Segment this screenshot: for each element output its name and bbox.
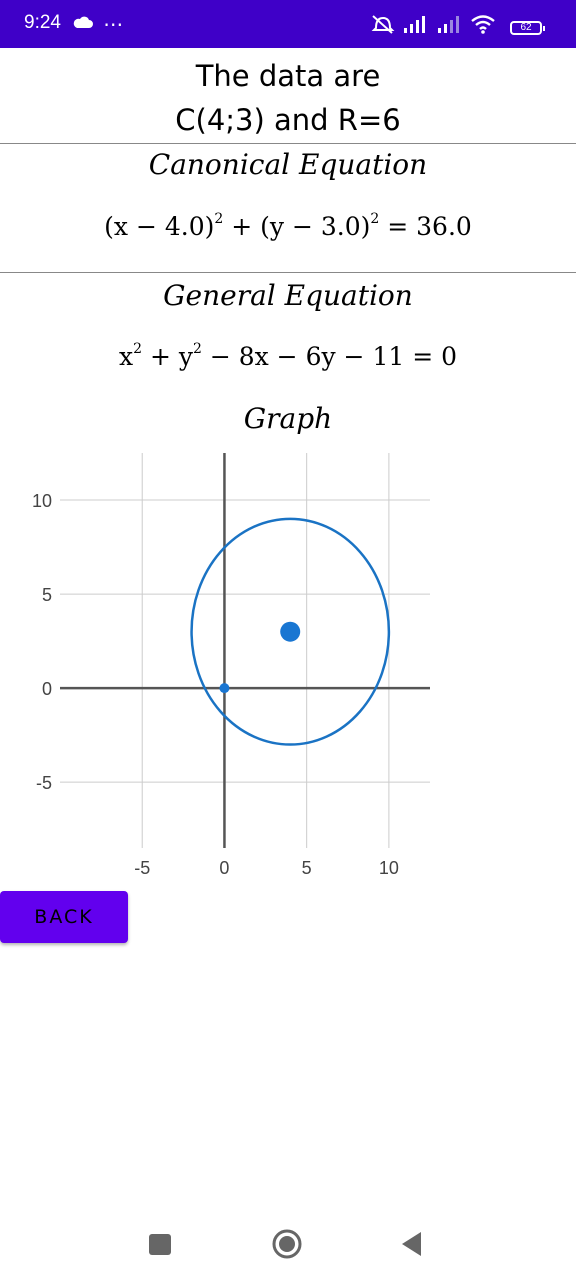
data-header: The data are C(4;3) and R=6	[0, 48, 576, 144]
cloud-icon	[73, 16, 93, 28]
canonical-exp-2: 2	[370, 211, 380, 227]
alarm-off-icon	[371, 15, 395, 34]
canonical-title: Canonical Equation	[148, 148, 428, 181]
battery-icon: 62	[510, 21, 545, 35]
center-point	[280, 621, 301, 642]
general-exp-1: 2	[133, 341, 142, 357]
general-title: General Equation	[163, 279, 413, 312]
divider	[0, 272, 576, 273]
status-right-icons	[370, 12, 496, 36]
status-time: 9:24	[24, 12, 61, 33]
circle-graph: -5 0 5 10 10 5 0 -5	[32, 453, 430, 878]
canonical-rhs: = 36.0	[379, 212, 472, 241]
circle-curve	[190, 517, 391, 746]
x-tick-label: 5	[302, 858, 312, 878]
signal-weak-icon	[438, 16, 459, 33]
back-triangle-icon[interactable]	[398, 1224, 426, 1264]
general-part-1: x	[118, 342, 134, 371]
general-equation: x2 + y2 − 8x − 6y − 11 = 0	[0, 341, 576, 371]
general-part-3: − 8x − 6y − 11 = 0	[201, 342, 458, 371]
signal-icon	[404, 16, 425, 33]
canonical-mid: + (y − 3.0)	[223, 212, 371, 241]
status-bar: 9:24 ⋯ 62	[0, 0, 576, 48]
status-left-icons: ⋯	[72, 12, 123, 40]
wifi-icon	[471, 15, 495, 34]
y-tick-label: 10	[32, 491, 52, 511]
x-tick-label: 0	[219, 858, 229, 878]
y-tick-label: 0	[42, 679, 52, 699]
x-tick-label: -5	[134, 858, 150, 878]
system-nav-bar	[0, 1210, 576, 1280]
header-line-2: C(4;3) and R=6	[175, 103, 401, 137]
back-button[interactable]: BACK	[0, 891, 128, 943]
origin-point	[219, 683, 230, 694]
general-exp-2: 2	[192, 341, 202, 357]
x-tick-label: 10	[379, 858, 399, 878]
home-circle-icon[interactable]	[270, 1224, 304, 1264]
canonical-equation: (x − 4.0)2 + (y − 3.0)2 = 36.0	[0, 211, 576, 241]
graph-title: Graph	[243, 402, 333, 435]
general-part-2: + y	[142, 342, 193, 371]
recents-square-icon[interactable]	[146, 1224, 174, 1264]
y-tick-label: -5	[36, 773, 52, 793]
canonical-exp-1: 2	[214, 211, 224, 227]
canonical-lhs: (x − 4.0)	[104, 212, 215, 241]
header-line-1: The data are	[195, 59, 381, 93]
y-tick-label: 5	[42, 585, 52, 605]
more-dots-icon: ⋯	[103, 12, 124, 36]
